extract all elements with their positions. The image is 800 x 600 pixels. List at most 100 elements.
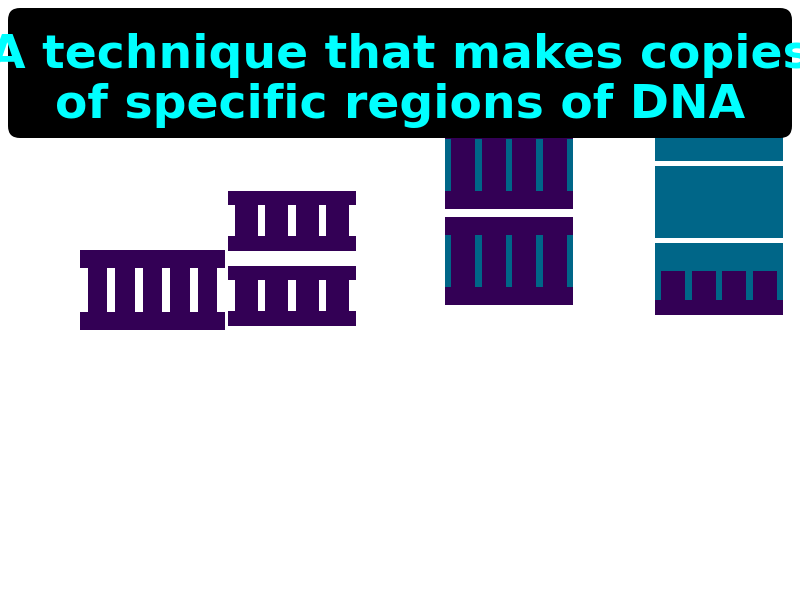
Bar <box>692 180 716 209</box>
Bar <box>506 252 512 287</box>
Bar <box>80 313 225 330</box>
Bar <box>228 191 356 205</box>
Bar <box>753 103 777 131</box>
Bar <box>542 252 566 287</box>
Bar <box>692 103 716 131</box>
Bar <box>662 26 686 55</box>
Bar <box>692 118 716 146</box>
Bar <box>777 26 783 55</box>
Bar <box>655 223 783 238</box>
Bar <box>777 103 783 131</box>
Bar <box>662 118 686 146</box>
Bar <box>722 271 746 300</box>
Bar <box>655 40 783 55</box>
Bar <box>746 194 753 223</box>
Bar <box>445 191 573 209</box>
Bar <box>655 166 783 180</box>
Bar <box>512 235 536 270</box>
Bar <box>445 139 451 174</box>
Bar <box>451 252 475 287</box>
Bar <box>326 285 349 311</box>
Bar <box>722 257 746 286</box>
Bar <box>655 180 662 209</box>
Bar <box>753 118 777 146</box>
Bar <box>475 235 482 270</box>
Bar <box>542 156 566 191</box>
Bar <box>686 271 692 300</box>
Bar <box>746 180 753 209</box>
Bar <box>445 156 451 191</box>
Bar <box>266 280 289 306</box>
Bar <box>655 88 783 103</box>
Bar <box>746 40 753 69</box>
Bar <box>753 194 777 223</box>
Bar <box>753 257 777 286</box>
Bar <box>777 194 783 223</box>
Bar <box>777 257 783 286</box>
Bar <box>566 235 573 270</box>
Bar <box>655 118 662 146</box>
Bar <box>716 257 722 286</box>
Bar <box>142 279 162 313</box>
Bar <box>451 156 475 191</box>
Bar <box>266 205 289 231</box>
Text: A technique that makes copies: A technique that makes copies <box>0 32 800 77</box>
Bar <box>777 40 783 69</box>
Bar <box>777 180 783 209</box>
Bar <box>445 252 573 270</box>
Bar <box>295 209 318 236</box>
Bar <box>295 280 318 306</box>
Bar <box>753 180 777 209</box>
Bar <box>722 26 746 55</box>
Bar <box>266 209 289 236</box>
Bar <box>655 300 783 314</box>
Bar <box>566 252 573 287</box>
Bar <box>716 118 722 146</box>
Bar <box>445 121 573 139</box>
Bar <box>753 271 777 300</box>
Bar <box>662 180 686 209</box>
Bar <box>746 118 753 146</box>
Bar <box>542 235 566 270</box>
Bar <box>451 139 475 174</box>
Bar <box>722 194 746 223</box>
Bar <box>295 285 318 311</box>
FancyBboxPatch shape <box>8 8 792 138</box>
Bar <box>115 279 135 313</box>
Bar <box>170 268 190 301</box>
Bar <box>228 311 356 325</box>
Bar <box>662 194 686 223</box>
Bar <box>716 271 722 300</box>
Bar <box>512 139 536 174</box>
Bar <box>80 250 225 268</box>
Bar <box>445 235 451 270</box>
Bar <box>655 146 783 160</box>
Bar <box>692 40 716 69</box>
Bar <box>506 156 512 191</box>
Bar <box>753 40 777 69</box>
Bar <box>716 180 722 209</box>
Bar <box>753 26 777 55</box>
Bar <box>686 26 692 55</box>
Bar <box>542 139 566 174</box>
Bar <box>475 139 482 174</box>
Bar <box>655 11 783 26</box>
Bar <box>692 271 716 300</box>
Bar <box>686 180 692 209</box>
Bar <box>716 103 722 131</box>
Bar <box>655 242 783 257</box>
Bar <box>235 285 258 311</box>
Bar <box>482 235 506 270</box>
Bar <box>655 194 662 223</box>
Bar <box>716 40 722 69</box>
Bar <box>506 235 512 270</box>
Bar <box>655 69 783 83</box>
Bar <box>482 156 506 191</box>
Bar <box>777 271 783 300</box>
Bar <box>326 209 349 236</box>
Bar <box>686 194 692 223</box>
Bar <box>536 252 542 287</box>
Bar <box>692 257 716 286</box>
Bar <box>512 156 536 191</box>
Bar <box>512 252 536 287</box>
